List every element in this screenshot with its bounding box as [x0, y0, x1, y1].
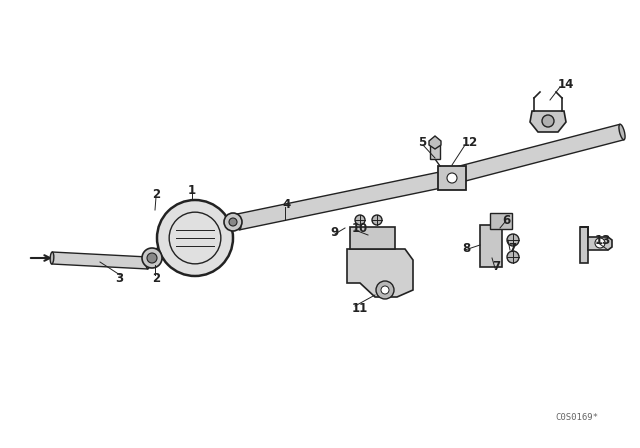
Text: 14: 14	[558, 78, 574, 91]
Circle shape	[372, 215, 382, 225]
Polygon shape	[153, 247, 166, 261]
Text: 6: 6	[502, 214, 510, 227]
Polygon shape	[429, 136, 441, 149]
Polygon shape	[530, 111, 566, 132]
Circle shape	[147, 253, 157, 263]
Circle shape	[142, 248, 162, 268]
Text: 8: 8	[462, 241, 470, 254]
Text: C0S0169*: C0S0169*	[555, 413, 598, 422]
Circle shape	[355, 215, 365, 225]
Text: 4: 4	[282, 198, 291, 211]
Text: 9: 9	[330, 225, 339, 238]
Text: 2: 2	[152, 189, 160, 202]
Text: 12: 12	[462, 137, 478, 150]
Ellipse shape	[50, 252, 54, 264]
Text: 7: 7	[508, 241, 516, 254]
Text: 13: 13	[595, 233, 611, 246]
Ellipse shape	[235, 214, 241, 230]
Bar	[350, 227, 395, 249]
Circle shape	[507, 234, 519, 246]
Polygon shape	[236, 170, 452, 230]
Ellipse shape	[153, 247, 161, 253]
Bar	[580, 227, 588, 263]
Circle shape	[229, 218, 237, 226]
Ellipse shape	[447, 170, 453, 186]
Text: 3: 3	[115, 271, 123, 284]
Polygon shape	[347, 249, 413, 297]
Polygon shape	[52, 252, 148, 269]
Circle shape	[447, 173, 457, 183]
Circle shape	[381, 286, 389, 294]
Circle shape	[157, 200, 233, 276]
Bar	[490, 213, 512, 229]
Bar	[438, 166, 466, 190]
Polygon shape	[451, 124, 624, 184]
Text: 7: 7	[492, 259, 500, 272]
Polygon shape	[580, 227, 612, 250]
Circle shape	[507, 251, 519, 263]
Circle shape	[376, 281, 394, 299]
Ellipse shape	[619, 124, 625, 140]
Ellipse shape	[450, 168, 456, 184]
Ellipse shape	[146, 257, 150, 269]
Ellipse shape	[157, 255, 166, 261]
Text: 11: 11	[352, 302, 368, 314]
Text: 5: 5	[418, 137, 426, 150]
Text: 1: 1	[188, 184, 196, 197]
Text: 10: 10	[352, 221, 368, 234]
Circle shape	[224, 213, 242, 231]
Circle shape	[595, 238, 605, 248]
Bar	[480, 225, 502, 267]
Bar	[430, 145, 440, 159]
Text: 2: 2	[152, 271, 160, 284]
Circle shape	[542, 115, 554, 127]
